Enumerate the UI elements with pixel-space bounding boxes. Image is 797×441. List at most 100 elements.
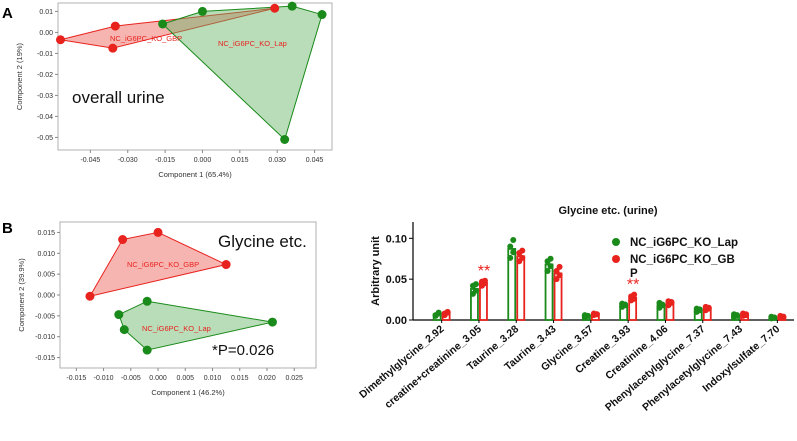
bar-point [444, 308, 451, 315]
y-tick-label: -0.005 [35, 313, 55, 320]
bar-gbp [516, 255, 526, 321]
bar-point [481, 277, 488, 284]
data-point [287, 1, 297, 11]
y-tick-label: -0.01 [37, 51, 53, 58]
bar-point [659, 301, 666, 308]
bar-point [622, 301, 629, 308]
chart-title: Glycine etc. (urine) [558, 205, 657, 217]
data-point [85, 291, 95, 301]
legend-label-gbp-wrap: P [630, 268, 638, 280]
bar-point [584, 312, 591, 319]
category-label: Creatinine_4.06 [603, 323, 670, 382]
plot-annotation: overall urine [72, 88, 165, 107]
group-label: NC_iG6PC_KO_Lap [218, 39, 287, 48]
bar-point [547, 255, 554, 262]
x-axis-label: Component 1 (46.2%) [151, 388, 225, 397]
x-tick-label: 0.005 [177, 375, 195, 382]
x-tick-label: -0.045 [80, 157, 100, 164]
x-tick-label: 0.025 [285, 375, 303, 382]
panel-label-a: A [2, 5, 13, 22]
bar-point [519, 247, 526, 254]
bar-point [668, 299, 675, 306]
x-tick-label: -0.030 [118, 157, 138, 164]
y-tick-label: -0.010 [35, 334, 55, 341]
x-tick-label: -0.010 [94, 375, 114, 382]
data-point [110, 21, 120, 31]
bar-point [435, 309, 442, 316]
y-tick-label: -0.04 [37, 114, 53, 121]
data-point [280, 135, 290, 144]
y-tick-label: -0.05 [37, 135, 53, 142]
group-hull-1 [161, 5, 323, 141]
y-tick-label: 0.010 [37, 251, 55, 258]
legend-label-gbp: NC_iG6PC_KO_GB [630, 254, 735, 266]
p-value-label: *P=0.026 [212, 342, 274, 359]
data-point [118, 235, 128, 245]
x-tick-label: 0.000 [194, 157, 212, 164]
data-point [153, 227, 163, 237]
plot-frame [57, 2, 333, 151]
bar-point [547, 263, 554, 270]
data-point [197, 6, 207, 16]
data-point [114, 310, 124, 320]
bar-point [510, 236, 517, 243]
data-point [142, 296, 152, 306]
y-tick-label: 0.10 [386, 233, 407, 245]
group-label: NC_iG6PC_KO_Lap [142, 324, 211, 333]
group-label: NC_iG6PC_KO_GBP [127, 260, 199, 269]
x-tick-label: 0.010 [204, 375, 222, 382]
x-tick-label: -0.015 [66, 375, 86, 382]
y-tick-label: -0.015 [35, 355, 55, 362]
x-tick-label: -0.015 [155, 157, 175, 164]
y-axis-label: Component 2 (39.9%) [17, 258, 26, 332]
x-tick-label: 0.030 [268, 157, 286, 164]
x-tick-label: -0.005 [121, 375, 141, 382]
bar-point [556, 263, 563, 270]
bar-chart-glycine-urine: Glycine etc. (urine) 0.00 0.05 0.10 Arbitrar… [357, 205, 794, 414]
y-tick-label: 0.00 [39, 30, 53, 37]
group-label: NC_iG6PC_KO_GBP [110, 34, 182, 43]
x-tick-label: 0.045 [306, 157, 324, 164]
legend-marker-lap [612, 238, 620, 246]
significance-marker: ** [478, 263, 490, 280]
bar-point [507, 254, 514, 261]
bar-point [631, 291, 638, 298]
data-point [55, 35, 65, 45]
bar-point [593, 311, 600, 318]
legend-label-lap: NC_iG6PC_KO_Lap [630, 237, 738, 249]
x-tick-label: 0.000 [149, 375, 167, 382]
data-point [158, 19, 168, 29]
bar-point [771, 314, 778, 321]
y-tick-label: 0.01 [39, 9, 53, 16]
data-point [270, 3, 280, 13]
legend-marker-gbp [612, 255, 620, 263]
data-point [108, 43, 118, 53]
pca-plot-glycine: -0.015 -0.010 -0.005 0.000 0.005 0.010 0.015 0.… [17, 221, 317, 397]
data-point [267, 317, 277, 327]
bar-point [544, 268, 551, 274]
y-tick-label: 0.005 [37, 272, 55, 279]
y-axis-label: Component 2 (19%) [15, 42, 24, 110]
significance-marker: ** [627, 277, 639, 294]
data-point [221, 260, 231, 270]
bar-point [507, 243, 514, 250]
plot-annotation: Glycine etc. [218, 232, 307, 251]
y-axis-label: Arbitrary unit [370, 236, 382, 306]
bar-point [510, 249, 517, 256]
bar-point [705, 304, 712, 311]
y-tick-label: -0.02 [37, 72, 53, 79]
x-tick-label: 0.020 [258, 375, 276, 382]
data-point [142, 345, 152, 355]
y-tick-label: 0.00 [386, 315, 407, 327]
bar-point [472, 281, 479, 288]
bar-point [696, 306, 703, 313]
y-tick-label: -0.03 [37, 93, 53, 100]
data-point [317, 10, 327, 20]
x-tick-label: 0.015 [231, 375, 249, 382]
pca-plot-overall-urine: -0.045 -0.030 -0.015 0.000 0.015 0.030 0.045 0.… [15, 1, 333, 179]
bar-gbp [479, 282, 488, 321]
bar-point [472, 287, 479, 294]
bar-point [519, 254, 526, 261]
y-tick-label: 0.015 [37, 230, 55, 237]
